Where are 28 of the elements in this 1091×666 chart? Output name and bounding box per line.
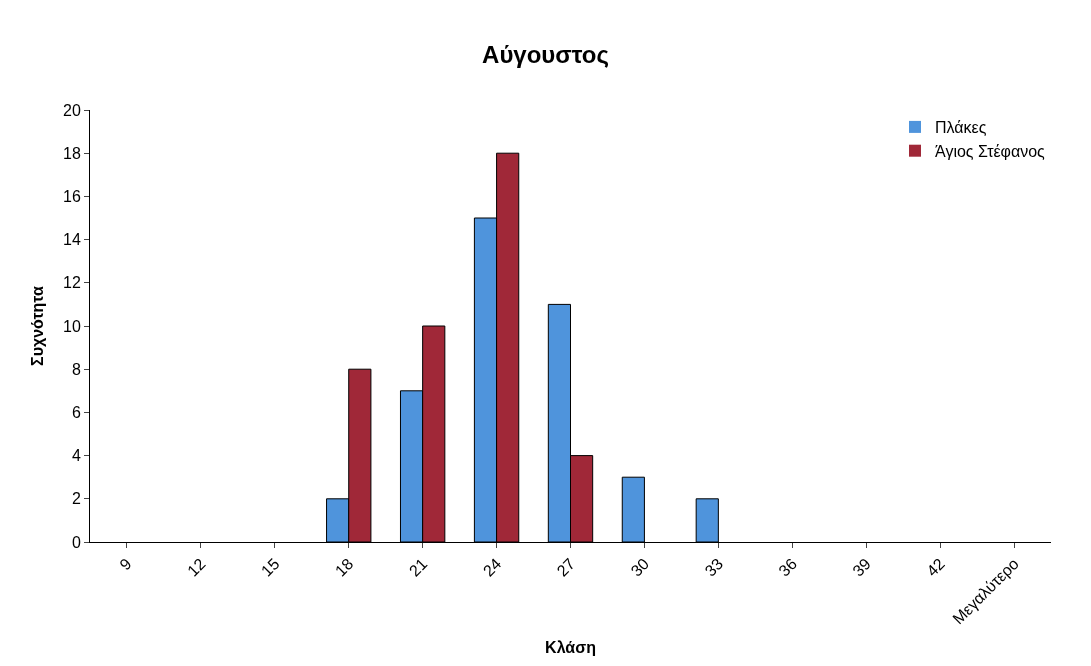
y-tick-label: 16: [63, 188, 81, 205]
y-tick-label: 4: [71, 447, 81, 465]
x-tick-label: 18: [331, 554, 357, 580]
y-tick-label: 0: [71, 533, 81, 551]
y-tick-label: 18: [63, 144, 81, 162]
x-axis-title: Κλάση: [545, 639, 596, 657]
y-tick-label: 2: [71, 490, 81, 508]
x-tick-label: 12: [184, 554, 209, 580]
y-tick-label: 6: [71, 404, 81, 421]
legend-label: Πλάκες: [935, 119, 987, 137]
y-tick-label: 8: [71, 360, 81, 378]
x-tick-label: 21: [405, 554, 431, 580]
x-tick-label: 36: [775, 554, 801, 580]
x-tick-label: 15: [257, 554, 283, 580]
chart-title: Αύγουστος: [482, 41, 609, 69]
y-tick-label: 12: [63, 274, 81, 292]
y-axis-title: Συχνότητα: [28, 285, 46, 366]
legend-label: Άγιος Στέφανος: [935, 142, 1046, 160]
x-tick-label: 24: [479, 554, 505, 580]
x-tick-label: 42: [923, 554, 948, 580]
x-tick-label: 33: [701, 554, 727, 580]
x-tick-label: 30: [627, 554, 653, 580]
y-tick-label: 20: [63, 101, 81, 119]
x-tick-label: 9: [116, 554, 135, 574]
y-tick-label: 14: [63, 231, 81, 249]
y-tick-label: 10: [63, 317, 81, 335]
x-tick-label: 39: [849, 554, 875, 580]
x-tick-label: 27: [553, 554, 579, 580]
